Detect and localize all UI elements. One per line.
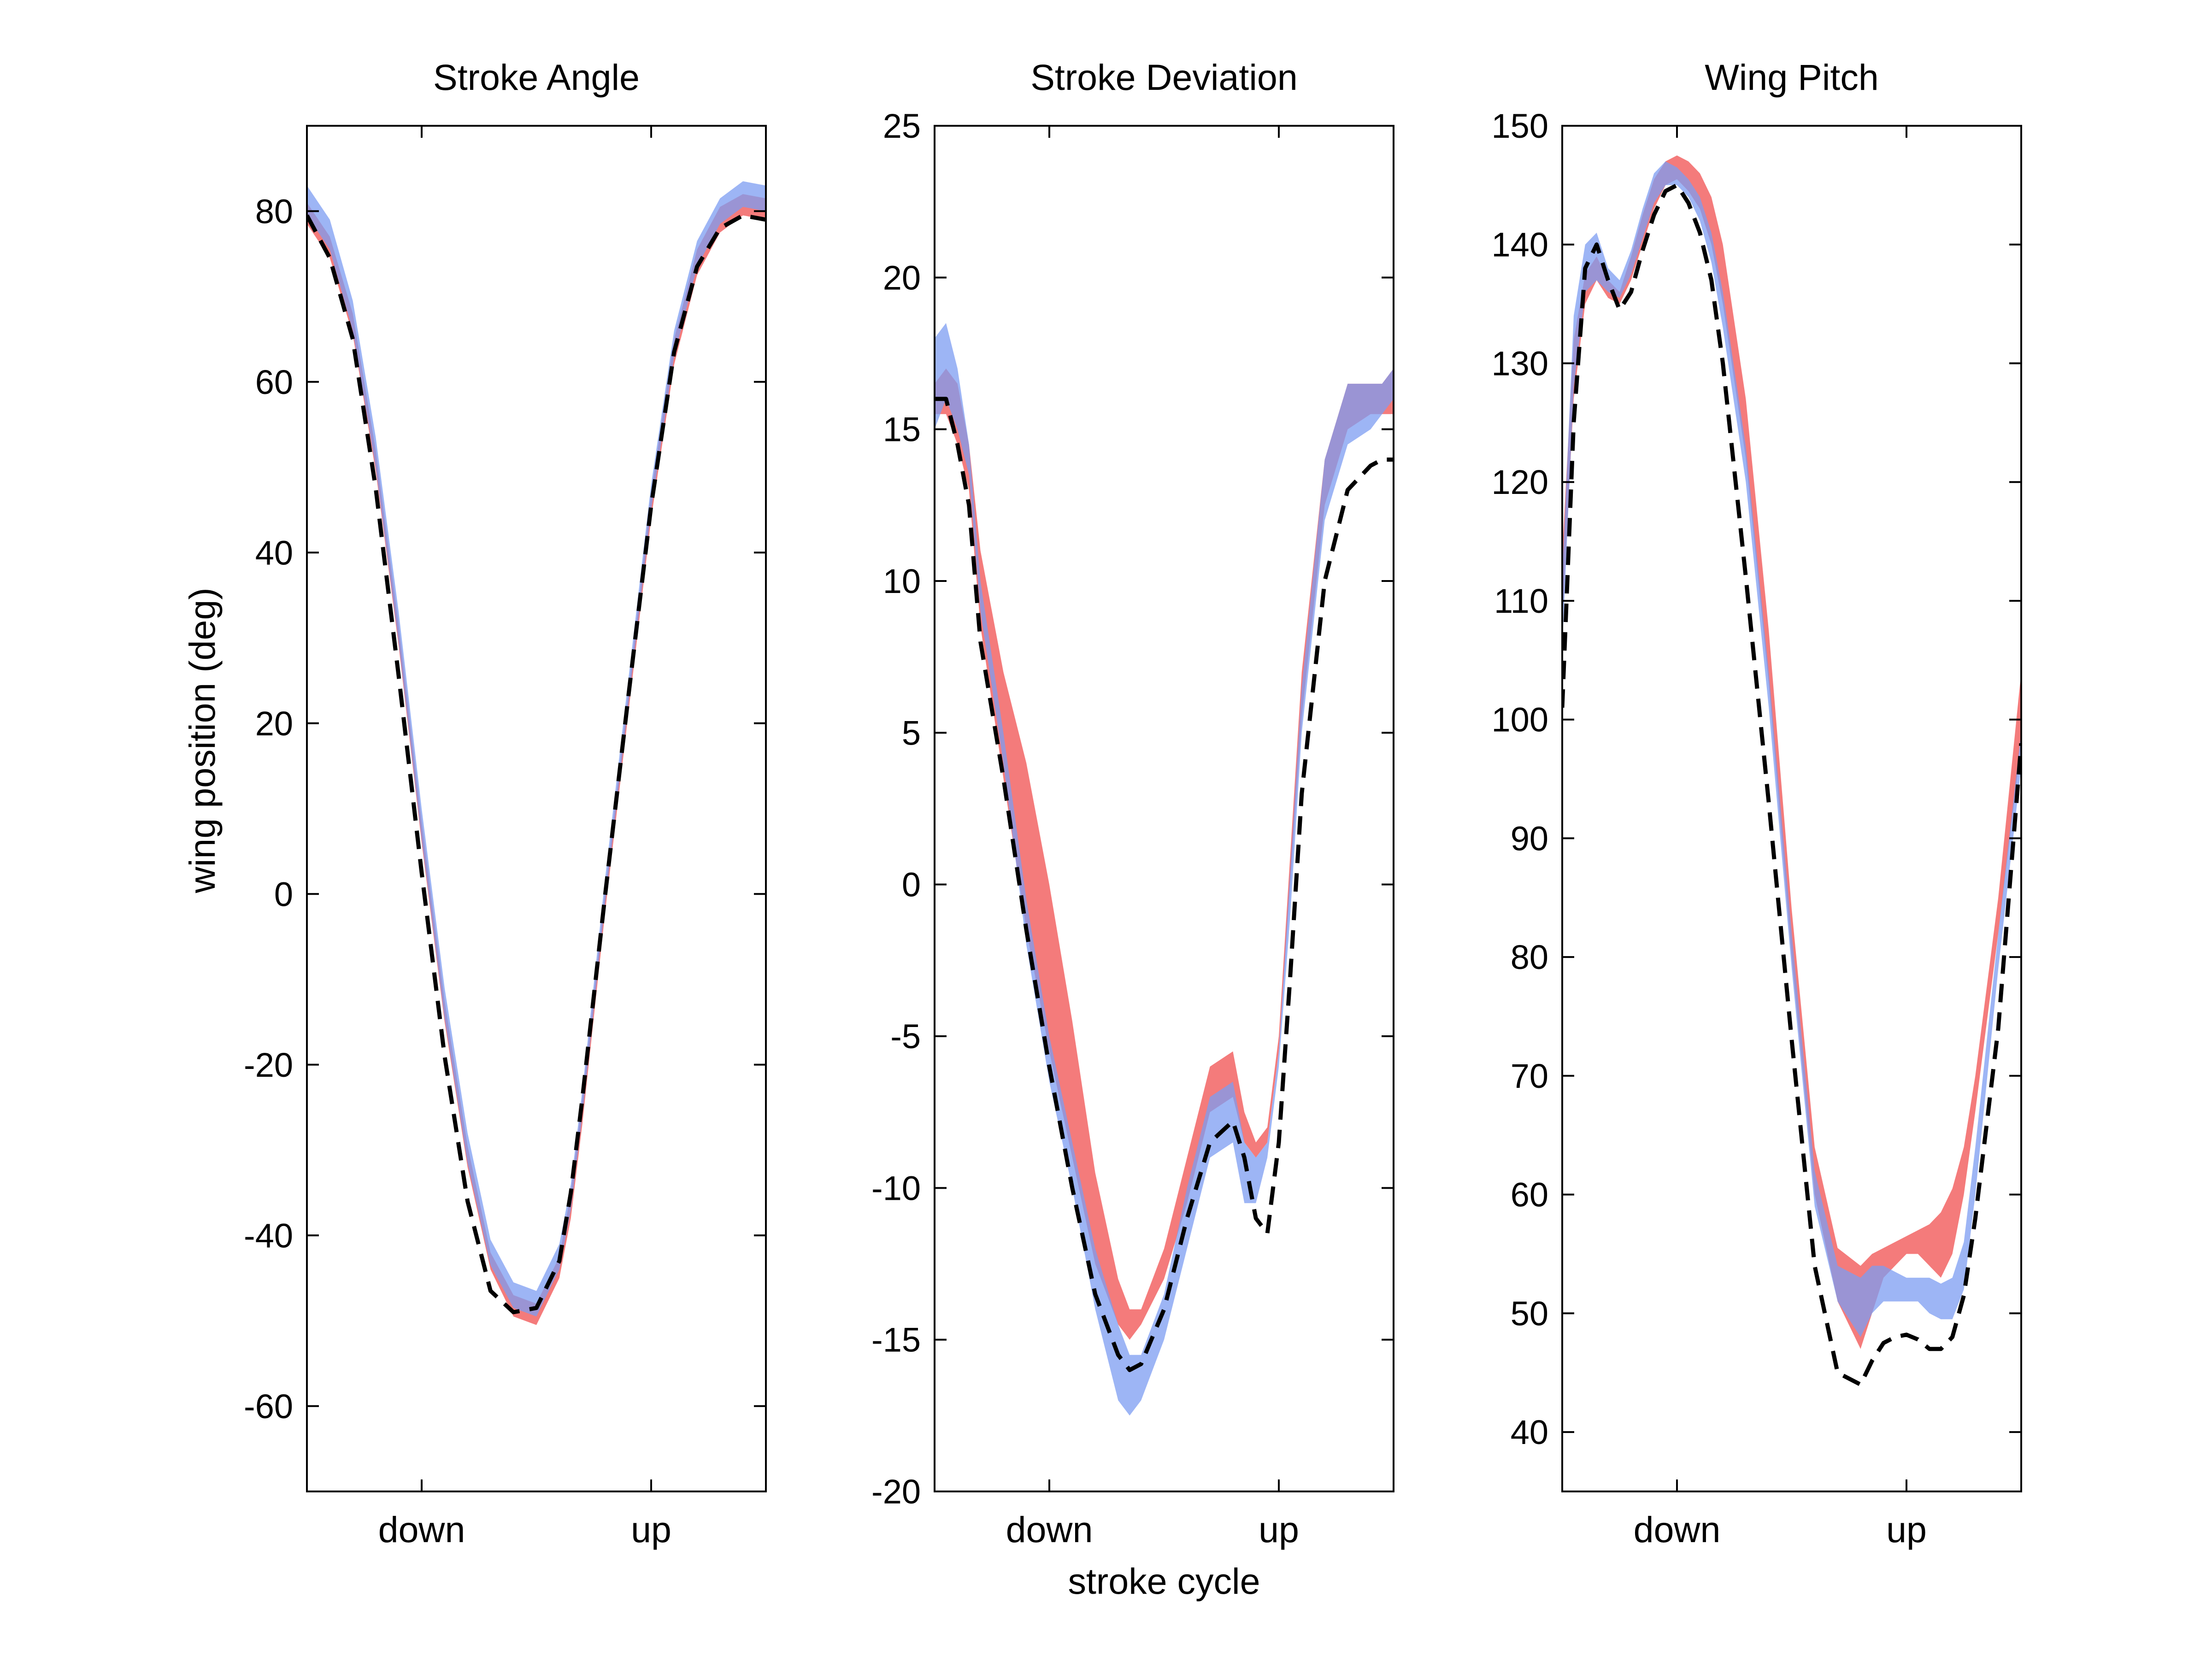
y-tick-label: 0 (274, 875, 293, 913)
y-tick-label: 50 (1511, 1294, 1548, 1332)
y-tick-label: 0 (902, 866, 921, 904)
plot-area (1562, 155, 2021, 1387)
x-tick-label: down (378, 1509, 465, 1550)
x-tick-label: up (1259, 1509, 1299, 1550)
band-series-1 (307, 194, 766, 1325)
band-series-2 (935, 323, 1394, 1416)
y-tick-label: -40 (244, 1216, 293, 1255)
panel-title: Stroke Deviation (1030, 57, 1298, 98)
band-series-2 (307, 181, 766, 1317)
axes-frame (306, 125, 767, 1492)
y-tick-label: 20 (883, 258, 921, 297)
band-series-1 (1562, 155, 2021, 1349)
y-tick-label: 40 (1511, 1413, 1548, 1451)
plot-area (935, 323, 1394, 1416)
x-tick-label: up (631, 1509, 671, 1550)
y-tick-label: -10 (871, 1169, 921, 1207)
mean-line (935, 397, 1394, 1372)
panel-title: Stroke Angle (433, 57, 640, 98)
y-tick-label: 10 (883, 562, 921, 600)
y-tick-label: 20 (255, 704, 293, 743)
y-tick-label: 60 (1511, 1176, 1548, 1214)
mean-line (307, 213, 766, 1315)
x-axis-label: stroke cycle (1068, 1561, 1260, 1602)
y-tick-label: 150 (1492, 107, 1548, 145)
y-axis-label: wing position (deg) (182, 587, 223, 893)
y-tick-label: 40 (255, 534, 293, 572)
panel-title: Wing Pitch (1705, 57, 1879, 98)
y-tick-label: -60 (244, 1387, 293, 1426)
band-series-1 (935, 368, 1394, 1340)
y-tick-label: 110 (1494, 582, 1548, 620)
y-tick-label: 140 (1492, 226, 1548, 264)
y-tick-label: 120 (1492, 463, 1548, 501)
y-tick-label: 25 (883, 107, 921, 145)
axes-frame (934, 125, 1394, 1492)
x-tick-label: up (1886, 1509, 1927, 1550)
y-tick-label: 80 (255, 192, 293, 230)
panel-2: -20 -15 -10 -5 0 5 10 15 20 25 down up Stroke Deviat… (871, 57, 1394, 1602)
y-tick-label: 70 (1511, 1057, 1548, 1095)
mean-line (1562, 183, 2021, 1387)
y-tick-label: 100 (1492, 701, 1548, 739)
plot-area (307, 181, 766, 1325)
y-tick-label: -20 (244, 1046, 293, 1084)
y-tick-label: -5 (890, 1017, 921, 1056)
y-tick-label: 60 (255, 363, 293, 401)
band-series-2 (1562, 161, 2021, 1337)
y-tick-label: 130 (1492, 344, 1548, 382)
y-tick-label: 90 (1511, 819, 1548, 857)
x-tick-label: down (1634, 1509, 1721, 1550)
panel-1: -60 -40 -20 0 20 40 60 80 down up Stroke Angle wing… (182, 57, 767, 1550)
y-tick-label: 15 (883, 411, 921, 449)
y-tick-label: -15 (871, 1321, 921, 1359)
x-tick-label: down (1006, 1509, 1093, 1550)
y-tick-label: 5 (902, 714, 921, 752)
axes-frame (1561, 125, 2022, 1492)
panel-3: 40 50 60 70 80 90 100 110 120 130 140 150 down up Wing… (1492, 57, 2022, 1550)
y-tick-label: -20 (871, 1473, 921, 1511)
y-tick-label: 80 (1511, 938, 1548, 976)
